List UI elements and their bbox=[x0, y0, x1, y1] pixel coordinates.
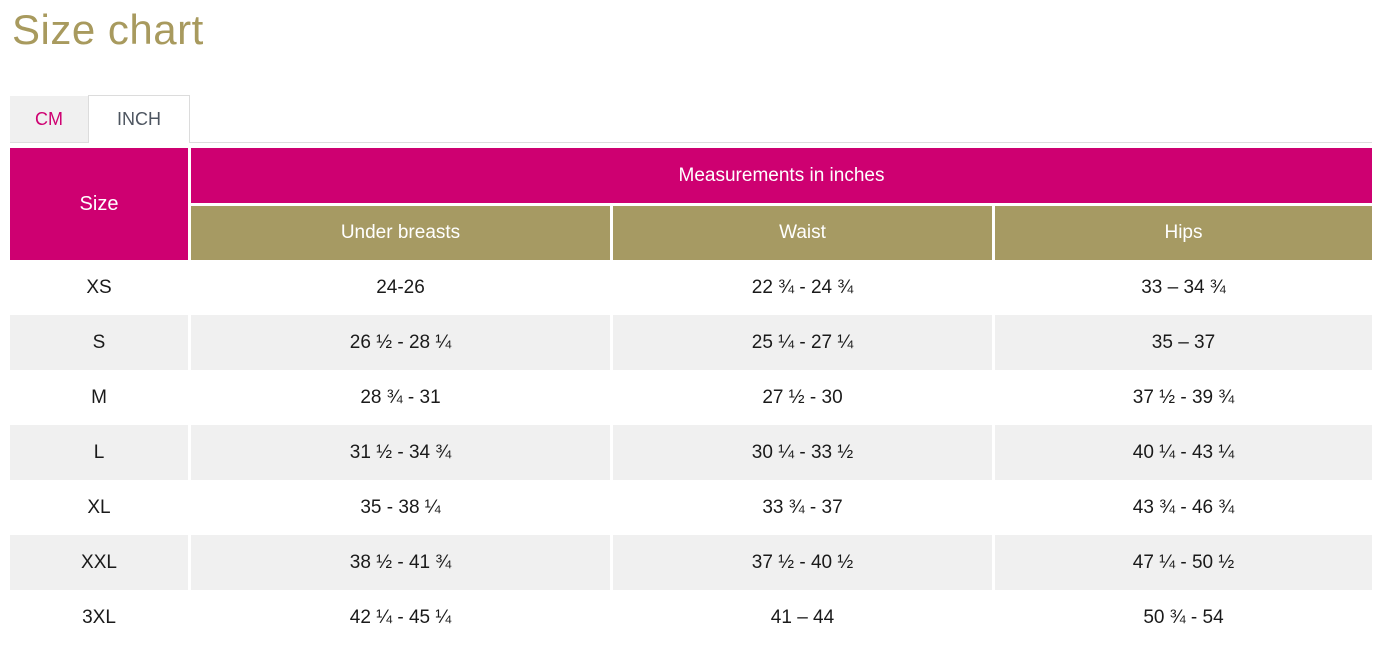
hips-cell: 43 ¾ - 46 ¾ bbox=[995, 480, 1372, 535]
under-breasts-cell: 28 ¾ - 31 bbox=[191, 370, 610, 425]
size-cell: L bbox=[10, 425, 188, 480]
waist-cell: 33 ¾ - 37 bbox=[613, 480, 992, 535]
column-header-waist: Waist bbox=[613, 206, 992, 260]
table-row: XXL 38 ½ - 41 ¾ 37 ½ - 40 ½ 47 ¼ - 50 ½ bbox=[10, 535, 1372, 590]
hips-cell: 50 ¾ - 54 bbox=[995, 590, 1372, 645]
hips-cell: 33 – 34 ¾ bbox=[995, 260, 1372, 315]
table-row: L 31 ½ - 34 ¾ 30 ¼ - 33 ½ 40 ¼ - 43 ¼ bbox=[10, 425, 1372, 480]
waist-cell: 27 ½ - 30 bbox=[613, 370, 992, 425]
waist-cell: 41 – 44 bbox=[613, 590, 992, 645]
hips-cell: 35 – 37 bbox=[995, 315, 1372, 370]
size-cell: XXL bbox=[10, 535, 188, 590]
page-title: Size chart bbox=[12, 6, 204, 53]
hips-cell: 40 ¼ - 43 ¼ bbox=[995, 425, 1372, 480]
size-table: Size Measurements in inches Under breast… bbox=[10, 148, 1372, 645]
table-row: XL 35 - 38 ¼ 33 ¾ - 37 43 ¾ - 46 ¾ bbox=[10, 480, 1372, 535]
column-header-under-breasts: Under breasts bbox=[191, 206, 610, 260]
table-row: XS 24-26 22 ¾ - 24 ¾ 33 – 34 ¾ bbox=[10, 260, 1372, 315]
under-breasts-cell: 38 ½ - 41 ¾ bbox=[191, 535, 610, 590]
size-cell: M bbox=[10, 370, 188, 425]
size-cell: XS bbox=[10, 260, 188, 315]
tab-cm[interactable]: CM bbox=[10, 96, 88, 142]
table-row: S 26 ½ - 28 ¼ 25 ¼ - 27 ¼ 35 – 37 bbox=[10, 315, 1372, 370]
under-breasts-cell: 42 ¼ - 45 ¼ bbox=[191, 590, 610, 645]
size-table-header: Size Measurements in inches Under breast… bbox=[10, 148, 1372, 260]
table-row: M 28 ¾ - 31 27 ½ - 30 37 ½ - 39 ¾ bbox=[10, 370, 1372, 425]
column-header-hips: Hips bbox=[995, 206, 1372, 260]
waist-cell: 25 ¼ - 27 ¼ bbox=[613, 315, 992, 370]
under-breasts-cell: 31 ½ - 34 ¾ bbox=[191, 425, 610, 480]
size-column-header: Size bbox=[10, 148, 188, 260]
measurements-group-header: Measurements in inches bbox=[191, 148, 1372, 203]
hips-cell: 47 ¼ - 50 ½ bbox=[995, 535, 1372, 590]
size-cell: 3XL bbox=[10, 590, 188, 645]
size-cell: XL bbox=[10, 480, 188, 535]
waist-cell: 22 ¾ - 24 ¾ bbox=[613, 260, 992, 315]
unit-tabbar: CM INCH bbox=[10, 95, 1372, 143]
waist-cell: 37 ½ - 40 ½ bbox=[613, 535, 992, 590]
hips-cell: 37 ½ - 39 ¾ bbox=[995, 370, 1372, 425]
tab-inch[interactable]: INCH bbox=[88, 95, 190, 143]
waist-cell: 30 ¼ - 33 ½ bbox=[613, 425, 992, 480]
under-breasts-cell: 35 - 38 ¼ bbox=[191, 480, 610, 535]
table-row: 3XL 42 ¼ - 45 ¼ 41 – 44 50 ¾ - 54 bbox=[10, 590, 1372, 645]
under-breasts-cell: 24-26 bbox=[191, 260, 610, 315]
under-breasts-cell: 26 ½ - 28 ¼ bbox=[191, 315, 610, 370]
size-cell: S bbox=[10, 315, 188, 370]
